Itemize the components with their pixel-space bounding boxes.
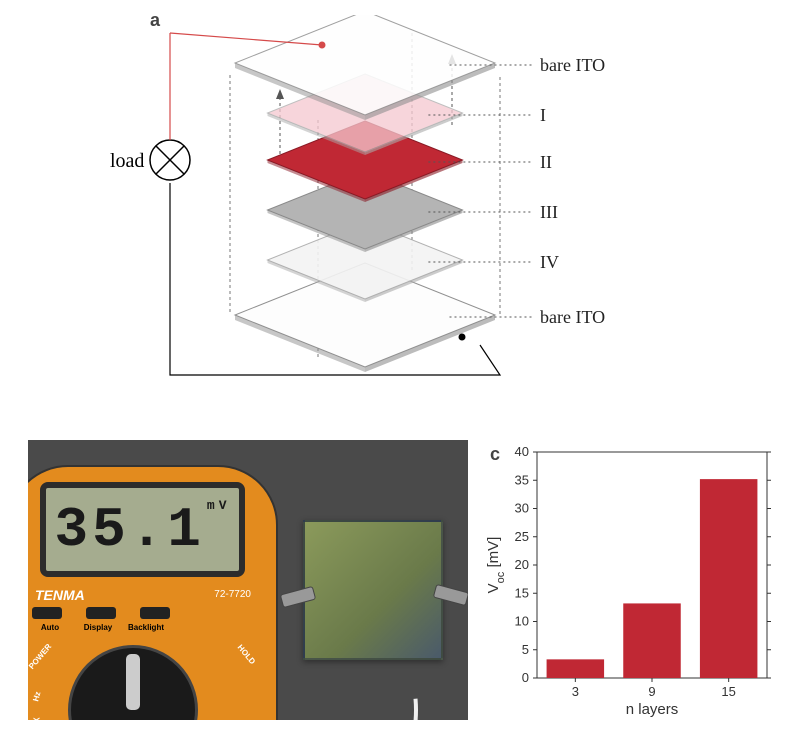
meter-btn — [32, 607, 62, 619]
dial-mark: HOLD — [236, 643, 257, 666]
multimeter-unit: mV — [207, 498, 231, 513]
x-tick-label: 3 — [572, 684, 579, 699]
multimeter-dial — [68, 645, 198, 720]
dial-mark: POWER — [28, 642, 53, 671]
multimeter-button-labels: Auto Display Backlight — [30, 623, 166, 632]
multimeter-reading: 35.1 — [54, 498, 204, 562]
y-tick-label: 10 — [515, 614, 529, 629]
solar-cell-sample — [303, 520, 443, 660]
x-axis-label: n layers — [626, 701, 679, 718]
meter-btn-label: Display — [78, 623, 118, 632]
layer-stack-diagram: load bare ITOIIIIIIIVbare ITO — [100, 15, 680, 395]
layer-label: bare ITO — [540, 307, 605, 327]
x-tick-label: 15 — [721, 684, 735, 699]
multimeter-buttons — [32, 607, 170, 619]
multimeter-model: 72-7720 — [214, 589, 251, 600]
y-tick-label: 15 — [515, 585, 529, 600]
layer — [235, 15, 495, 120]
bar-chart: 0 5 10 15 20 25 30 35 40 3 9 15 n layers Voc [mV] — [482, 440, 777, 720]
y-axis-label: Voc [mV] — [485, 537, 507, 594]
x-tick-label: 9 — [648, 684, 655, 699]
bar — [700, 479, 758, 678]
layer-label: IV — [540, 252, 559, 272]
diagram-panel: load bare ITOIIIIIIIVbare ITO — [100, 15, 700, 420]
meter-btn — [86, 607, 116, 619]
chart-panel: 0 5 10 15 20 25 30 35 40 3 9 15 n layers Voc [mV] — [482, 440, 777, 720]
multimeter: 35.1 mV TENMA 72-7720 Auto Display Backl… — [28, 465, 278, 720]
meter-btn-label: Auto — [30, 623, 70, 632]
layer-label: bare ITO — [540, 55, 605, 75]
bar — [547, 659, 605, 678]
y-tick-label: 5 — [522, 642, 529, 657]
load-text: load — [110, 150, 144, 172]
layer-label: III — [540, 202, 558, 222]
layer-label: II — [540, 152, 552, 172]
chart-content: 0 5 10 15 20 25 30 35 40 3 9 15 n layers Voc [mV] — [485, 444, 771, 718]
multimeter-brand: TENMA — [35, 587, 85, 603]
y-tick-label: 0 — [522, 670, 529, 685]
dial-mark: F/CX — [33, 717, 42, 720]
load-symbol — [150, 33, 190, 180]
bar — [623, 603, 681, 678]
y-tick-label: 30 — [515, 501, 529, 516]
meter-btn-label: Backlight — [126, 623, 166, 632]
layer-label: I — [540, 105, 546, 125]
y-tick-label: 35 — [515, 472, 529, 487]
y-tick-label: 25 — [515, 529, 529, 544]
layers-group — [235, 15, 495, 372]
y-tick-label: 20 — [515, 557, 529, 572]
layer-labels-group: bare ITOIIIIIIIVbare ITO — [428, 55, 605, 327]
dial-mark: Hz — [31, 691, 42, 703]
photo-panel: 35.1 mV TENMA 72-7720 Auto Display Backl… — [28, 440, 468, 720]
multimeter-display: 35.1 mV — [40, 482, 245, 577]
y-tick-label: 40 — [515, 444, 529, 459]
meter-btn — [140, 607, 170, 619]
